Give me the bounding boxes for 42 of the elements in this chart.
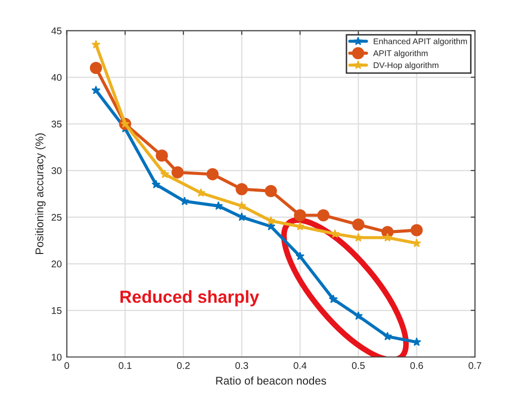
point [91, 86, 100, 94]
x-tick-label: 0.4 [294, 362, 307, 370]
x-tick-label: 0.1 [118, 362, 132, 370]
legend-label: Enhanced APIT algorithm [374, 38, 467, 46]
x-tick-label: 0.3 [235, 362, 248, 370]
point [90, 62, 102, 74]
point [156, 150, 168, 162]
point [383, 332, 392, 340]
x-axis-title: Ratio of beacon nodes [216, 376, 326, 385]
x-tick-label: 0.7 [468, 362, 482, 370]
y-tick-label: 25 [52, 214, 62, 221]
point [91, 40, 100, 49]
x-tick-label: 0.2 [177, 362, 190, 370]
point [410, 224, 423, 236]
y-tick-label: 40 [51, 74, 62, 81]
point [354, 311, 363, 320]
y-tick-label: 45 [51, 27, 62, 34]
point [160, 170, 170, 178]
y-tick-label: 10 [52, 354, 62, 361]
point [294, 209, 306, 222]
point [180, 196, 190, 206]
point [317, 209, 330, 222]
legend-label: DV-Hop algorithm [374, 62, 438, 70]
point [236, 183, 248, 196]
point [383, 232, 392, 242]
legend-label: APIT algorithm [373, 50, 428, 58]
y-tick-label: 15 [52, 307, 62, 314]
point [206, 168, 219, 180]
y-tick-label: 20 [52, 260, 62, 268]
annotation: Reduced sharply [120, 290, 260, 306]
y-tick-label: 30 [52, 167, 62, 174]
y-axis-title: Positioning accuracy (%) [35, 133, 46, 254]
y-tick-label: 35 [52, 120, 62, 128]
x-tick-label: 0 [64, 362, 70, 370]
x-tick-label: 0.6 [410, 362, 423, 370]
point [264, 184, 277, 198]
point [352, 218, 364, 231]
point [328, 294, 338, 304]
x-tick-label: 0.5 [352, 362, 365, 370]
point [172, 166, 184, 178]
point [152, 180, 160, 188]
point [296, 252, 305, 260]
